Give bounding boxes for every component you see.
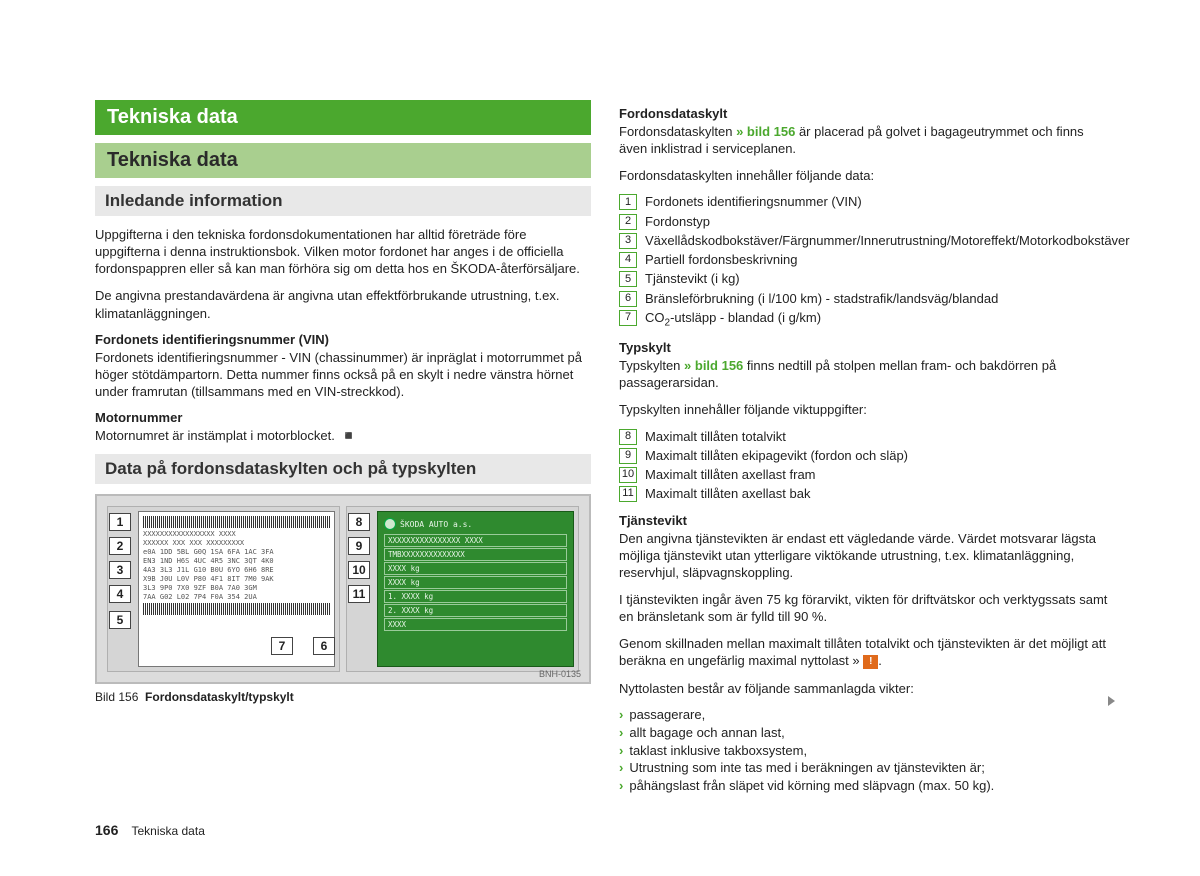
- payload-list: passagerare,allt bagage och annan last,t…: [619, 707, 1115, 795]
- left-column: Tekniska data Tekniska data Inledande in…: [95, 100, 591, 803]
- heading-3-intro: Inledande information: [95, 186, 591, 216]
- list-item: passagerare,: [619, 707, 1115, 724]
- service-weight-p3: Genom skillnaden mellan maximalt tillåte…: [619, 635, 1115, 669]
- type-plate-heading: Typskylt: [619, 340, 1115, 355]
- callout-4: 4: [109, 585, 131, 603]
- heading-3-plates: Data på fordonsdataskylten och på typsky…: [95, 454, 591, 484]
- page-number: 166: [95, 822, 118, 838]
- type-plate-intro: Typskylten » bild 156 finns nedtill på s…: [619, 357, 1115, 391]
- list-item: 8Maximalt tillåten totalvikt: [619, 429, 1115, 445]
- list-item: 6Bränsleförbrukning (i l/100 km) - stads…: [619, 291, 1115, 307]
- callout-10: 10: [348, 561, 370, 579]
- service-weight-heading: Tjänstevikt: [619, 513, 1115, 528]
- callout-6: 6: [313, 637, 335, 655]
- list-item: 5Tjänstevikt (i kg): [619, 271, 1115, 287]
- section-end-icon: ◾: [341, 428, 357, 443]
- list-item: 4Partiell fordonsbeskrivning: [619, 252, 1115, 268]
- list-item: 9Maximalt tillåten ekipagevikt (fordon o…: [619, 448, 1115, 464]
- list-item: 11Maximalt tillåten axellast bak: [619, 486, 1115, 502]
- list-item: 1Fordonets identifieringsnummer (VIN): [619, 194, 1115, 210]
- callout-7: 7: [271, 637, 293, 655]
- list-item: påhängslast från släpet vid körning med …: [619, 778, 1115, 795]
- figure-156: 1 2 3 4 5 7 6 XXXXXXXXXXXXXXXXX XXXXXXXX…: [95, 494, 591, 684]
- callout-5: 5: [109, 611, 131, 629]
- callout-11: 11: [348, 585, 370, 603]
- engine-num-body: Motornumret är instämplat i motorblocket…: [95, 427, 591, 444]
- list1-intro: Fordonsdataskylten innehåller följande d…: [619, 167, 1115, 184]
- footer-section: Tekniska data: [131, 824, 204, 838]
- list-item: 2Fordonstyp: [619, 214, 1115, 230]
- vehicle-plate-intro: Fordonsdataskylten » bild 156 är placera…: [619, 123, 1115, 157]
- heading-2: Tekniska data: [95, 143, 591, 178]
- list-item: 10Maximalt tillåten axellast fram: [619, 467, 1115, 483]
- list-item: 7CO2-utsläpp - blandad (i g/km): [619, 310, 1115, 330]
- data-plate: XXXXXXXXXXXXXXXXX XXXXXXXXXX XXX XXX XXX…: [138, 511, 335, 667]
- service-weight-p1: Den angivna tjänstevikten är endast ett …: [619, 530, 1115, 581]
- list-item: allt bagage och annan last,: [619, 725, 1115, 742]
- callout-2: 2: [109, 537, 131, 555]
- intro-paragraph-1: Uppgifterna i den tekniska fordonsdokume…: [95, 226, 591, 277]
- heading-1: Tekniska data: [95, 100, 591, 135]
- list2-intro: Typskylten innehåller följande viktuppgi…: [619, 401, 1115, 418]
- figure-type-plate: 8 9 10 11 ŠKODA AUTO a.s. XXXXXXXXXXXXXX…: [346, 506, 579, 672]
- callout-1: 1: [109, 513, 131, 531]
- vin-heading: Fordonets identifieringsnummer (VIN): [95, 332, 591, 347]
- callout-3: 3: [109, 561, 131, 579]
- figure-caption: Bild 156 Fordonsdataskylt/typskylt: [95, 690, 591, 704]
- list-item: 3Växellådskodbokstäver/Färgnummer/Inneru…: [619, 233, 1115, 249]
- vehicle-plate-list: 1Fordonets identifieringsnummer (VIN) 2Fo…: [619, 194, 1115, 330]
- engine-num-heading: Motornummer: [95, 410, 591, 425]
- figure-link-2[interactable]: » bild 156: [684, 358, 743, 373]
- callout-8: 8: [348, 513, 370, 531]
- type-plate: ŠKODA AUTO a.s. XXXXXXXXXXXXXXXX XXXXTMB…: [377, 511, 574, 667]
- figure-link-1[interactable]: » bild 156: [736, 124, 795, 139]
- intro-paragraph-2: De angivna prestandavärdena är angivna u…: [95, 287, 591, 321]
- vehicle-plate-heading: Fordonsdataskylt: [619, 106, 1115, 121]
- vin-body: Fordonets identifieringsnummer - VIN (ch…: [95, 349, 591, 400]
- service-weight-p2: I tjänstevikten ingår även 75 kg förarvi…: [619, 591, 1115, 625]
- callout-9: 9: [348, 537, 370, 555]
- continue-arrow-icon: [1108, 696, 1115, 706]
- type-plate-list: 8Maximalt tillåten totalvikt 9Maximalt ti…: [619, 429, 1115, 503]
- warning-icon: !: [863, 655, 878, 669]
- list-item: taklast inklusive takboxsystem,: [619, 743, 1115, 760]
- figure-vehicle-data-plate: 1 2 3 4 5 7 6 XXXXXXXXXXXXXXXXX XXXXXXXX…: [107, 506, 340, 672]
- right-column: Fordonsdataskylt Fordonsdataskylten » bi…: [619, 100, 1115, 803]
- figure-code: BNH-0135: [539, 669, 581, 679]
- payload-intro: Nyttolasten består av följande sammanlag…: [619, 680, 1115, 697]
- page-footer: 166 Tekniska data: [95, 822, 205, 838]
- list-item: Utrustning som inte tas med i beräkninge…: [619, 760, 1115, 777]
- skoda-logo-icon: [384, 518, 396, 530]
